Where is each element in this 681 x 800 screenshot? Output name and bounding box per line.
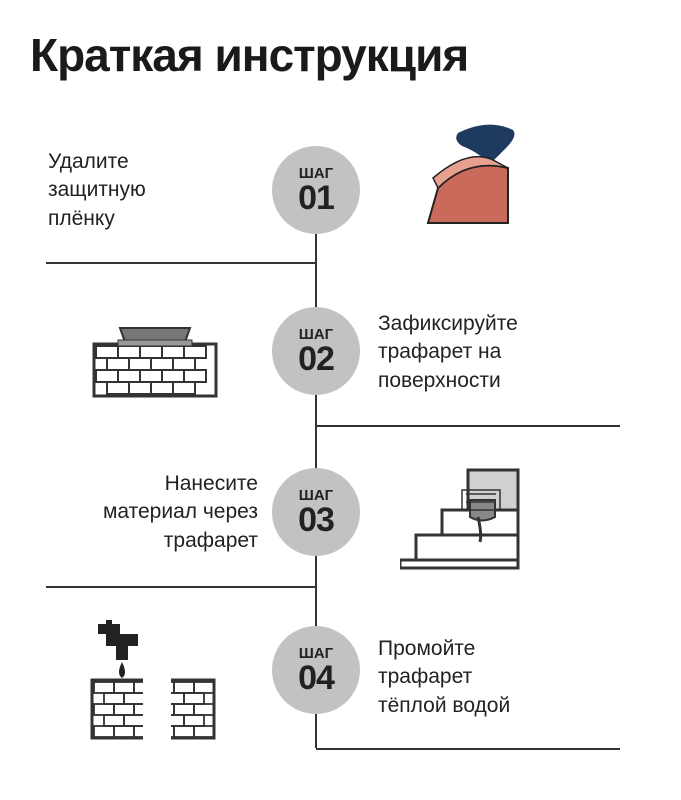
peel-icon	[398, 118, 538, 243]
step-text-3: Нанеситематериал черезтрафарет	[48, 470, 258, 555]
paint-stairs-icon	[400, 462, 525, 577]
step-circle-1: ШАГ01	[272, 146, 360, 234]
step-text-1: Удалитезащитнуюплёнку	[48, 148, 146, 233]
step-circle-2: ШАГ02	[272, 307, 360, 395]
step-number: 03	[298, 503, 334, 537]
h-connector-4	[316, 748, 620, 750]
h-connector-1	[46, 262, 316, 264]
step-text-2: Зафиксируйтетрафарет наповерхности	[378, 310, 518, 395]
step-circle-3: ШАГ03	[272, 468, 360, 556]
brick-lay-icon	[90, 318, 220, 405]
step-number: 04	[298, 661, 334, 695]
h-connector-3	[46, 586, 316, 588]
step-number: 01	[298, 181, 334, 215]
step-circle-4: ШАГ04	[272, 626, 360, 714]
page-title: Краткая инструкция	[30, 28, 468, 82]
h-connector-2	[316, 425, 620, 427]
step-number: 02	[298, 342, 334, 376]
tap-wash-icon	[88, 620, 218, 745]
step-text-4: Промойтетрафареттёплой водой	[378, 635, 510, 720]
